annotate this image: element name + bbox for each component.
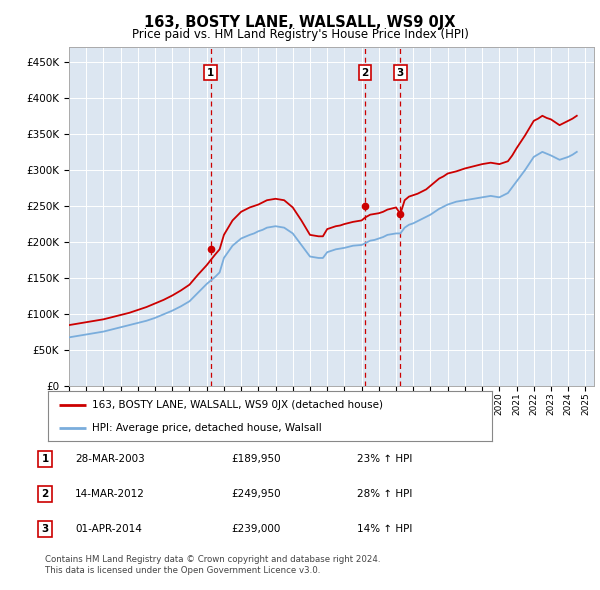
- Text: 2: 2: [41, 489, 49, 499]
- Text: This data is licensed under the Open Government Licence v3.0.: This data is licensed under the Open Gov…: [45, 566, 320, 575]
- Text: 2: 2: [361, 68, 368, 78]
- Text: 14-MAR-2012: 14-MAR-2012: [75, 489, 145, 499]
- Text: 28-MAR-2003: 28-MAR-2003: [75, 454, 145, 464]
- Text: 23% ↑ HPI: 23% ↑ HPI: [357, 454, 412, 464]
- Text: 3: 3: [41, 524, 49, 533]
- Text: 01-APR-2014: 01-APR-2014: [75, 524, 142, 533]
- Text: Contains HM Land Registry data © Crown copyright and database right 2024.: Contains HM Land Registry data © Crown c…: [45, 555, 380, 564]
- Text: 14% ↑ HPI: 14% ↑ HPI: [357, 524, 412, 533]
- Text: 163, BOSTY LANE, WALSALL, WS9 0JX: 163, BOSTY LANE, WALSALL, WS9 0JX: [144, 15, 456, 30]
- Text: 3: 3: [397, 68, 404, 78]
- Text: 28% ↑ HPI: 28% ↑ HPI: [357, 489, 412, 499]
- Text: HPI: Average price, detached house, Walsall: HPI: Average price, detached house, Wals…: [92, 423, 322, 433]
- Text: £189,950: £189,950: [231, 454, 281, 464]
- Text: 163, BOSTY LANE, WALSALL, WS9 0JX (detached house): 163, BOSTY LANE, WALSALL, WS9 0JX (detac…: [92, 399, 383, 409]
- Text: 1: 1: [207, 68, 214, 78]
- Text: £239,000: £239,000: [231, 524, 280, 533]
- Text: Price paid vs. HM Land Registry's House Price Index (HPI): Price paid vs. HM Land Registry's House …: [131, 28, 469, 41]
- Text: £249,950: £249,950: [231, 489, 281, 499]
- Text: 1: 1: [41, 454, 49, 464]
